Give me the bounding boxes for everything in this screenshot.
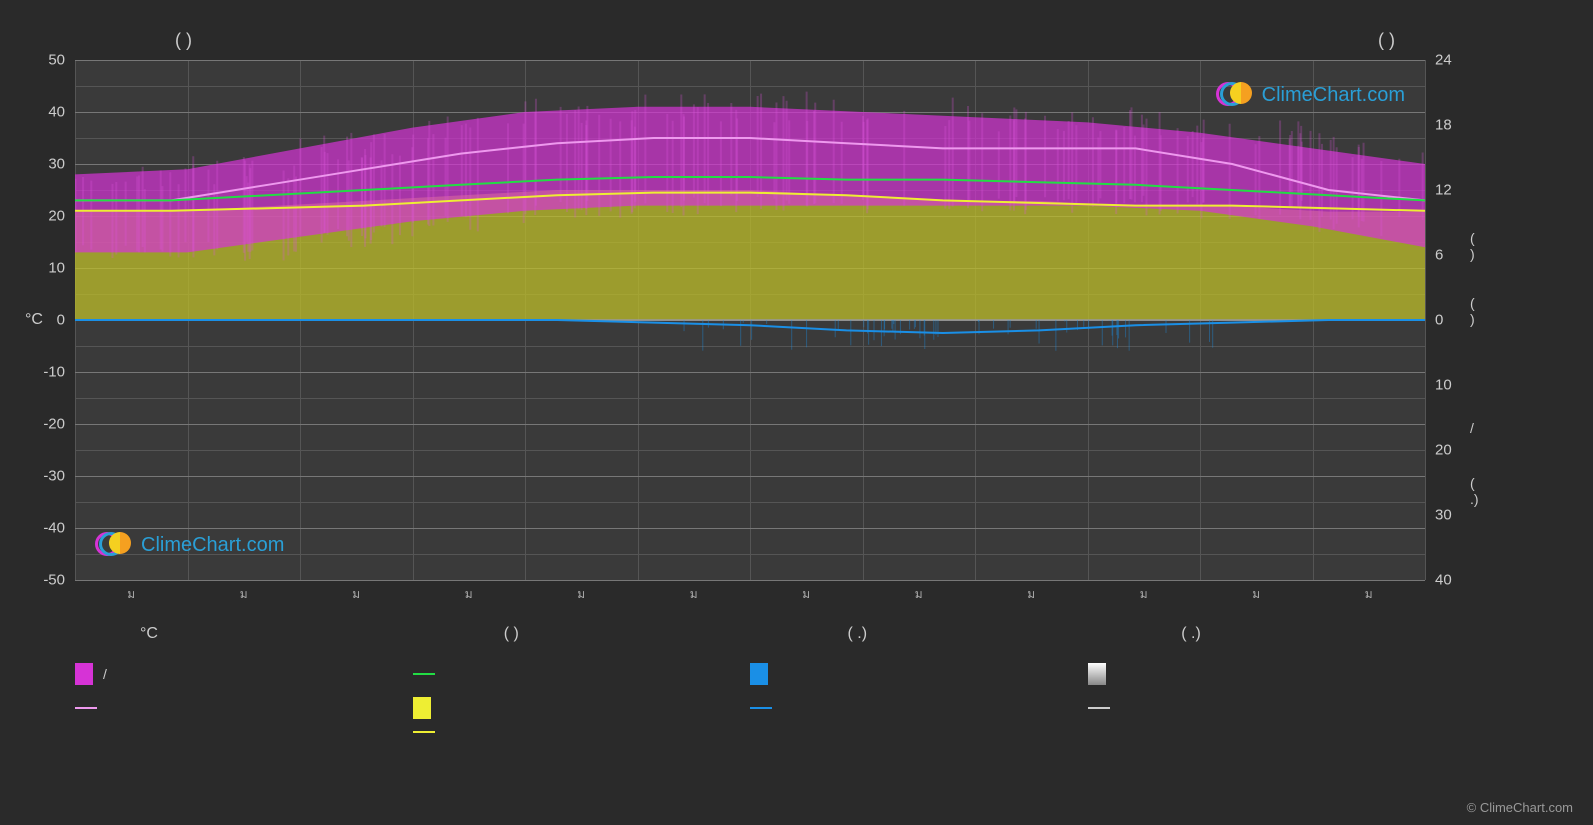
x-tick: ม xyxy=(690,585,698,604)
legend-item xyxy=(75,731,413,733)
swatch-icon xyxy=(413,731,435,733)
swatch-icon xyxy=(750,663,768,685)
legend-header-3: ( .) xyxy=(748,625,1092,643)
watermark-text: ClimeChart.com xyxy=(1262,84,1405,107)
legend-header-1: °C xyxy=(75,625,384,643)
legend-item xyxy=(75,697,413,719)
legend-item xyxy=(1088,697,1426,719)
y-tick-right: 40 xyxy=(1435,572,1452,589)
x-tick: ม xyxy=(465,585,473,604)
watermark-top: ClimeChart.com xyxy=(1216,80,1405,110)
legend-row xyxy=(75,697,1425,719)
right-extra-4: ( .) xyxy=(1470,475,1479,507)
y-tick-left: 40 xyxy=(48,104,65,121)
y-tick-left: 20 xyxy=(48,208,65,225)
legend-item: / xyxy=(75,663,413,685)
legend-header-4: ( .) xyxy=(1091,625,1425,643)
data-overlay xyxy=(75,60,1425,580)
legend-header-2: ( ) xyxy=(384,625,748,643)
legend-row xyxy=(75,731,1425,733)
swatch-icon xyxy=(413,673,435,675)
legend: °C ( ) ( .) ( .) / xyxy=(75,625,1425,745)
y-tick-left: 50 xyxy=(48,52,65,69)
y-tick-right: 20 xyxy=(1435,442,1452,459)
grid-v xyxy=(1425,60,1426,580)
swatch-icon xyxy=(1088,707,1110,709)
y-tick-right: 18 xyxy=(1435,117,1452,134)
y-axis-left-label: °C xyxy=(25,311,43,329)
legend-item xyxy=(750,731,1088,733)
y-tick-right: 10 xyxy=(1435,377,1452,394)
x-tick: ม xyxy=(1027,585,1035,604)
x-tick: ม xyxy=(127,585,135,604)
legend-item xyxy=(750,663,1088,685)
x-tick: ม xyxy=(352,585,360,604)
y-tick-right: 30 xyxy=(1435,507,1452,524)
swatch-icon xyxy=(1088,663,1106,685)
swatch-icon xyxy=(750,707,772,709)
legend-row: / xyxy=(75,663,1425,685)
y-tick-right: 0 xyxy=(1435,312,1443,329)
swatch-icon xyxy=(75,707,97,709)
y-tick-left: 10 xyxy=(48,260,65,277)
x-tick: ม xyxy=(1365,585,1373,604)
right-extra-3: / xyxy=(1470,420,1474,436)
y-tick-left: -40 xyxy=(43,520,65,537)
watermark-text: ClimeChart.com xyxy=(141,534,284,557)
legend-item xyxy=(1088,731,1426,733)
y-tick-left: -30 xyxy=(43,468,65,485)
title-left: ( ) xyxy=(175,30,192,51)
logo-icon xyxy=(95,530,135,560)
series-path xyxy=(75,320,1425,333)
y-tick-left: -10 xyxy=(43,364,65,381)
plot-area: ClimeChart.com ClimeChart.com xyxy=(75,60,1425,580)
legend-item xyxy=(750,697,1088,719)
legend-item xyxy=(1088,663,1426,685)
swatch-icon xyxy=(75,663,93,685)
y-tick-left: -50 xyxy=(43,572,65,589)
legend-item xyxy=(413,663,751,685)
grid-h xyxy=(75,580,1425,581)
x-tick: ม xyxy=(577,585,585,604)
legend-item xyxy=(413,731,751,733)
watermark-bottom: ClimeChart.com xyxy=(95,530,284,560)
x-tick: ม xyxy=(915,585,923,604)
x-tick: ม xyxy=(1252,585,1260,604)
logo-icon xyxy=(1216,80,1256,110)
y-tick-left: 30 xyxy=(48,156,65,173)
title-right: ( ) xyxy=(1378,30,1395,51)
y-tick-left: 0 xyxy=(57,312,65,329)
right-extra-1: ( ) xyxy=(1470,230,1475,262)
x-tick: ม xyxy=(1140,585,1148,604)
right-extra-2: ( ) xyxy=(1470,295,1475,327)
legend-label: / xyxy=(103,666,107,682)
y-tick-left: -20 xyxy=(43,416,65,433)
x-tick: ม xyxy=(802,585,810,604)
swatch-icon xyxy=(413,697,431,719)
chart-container: ( ) ( ) °C ClimeChart.com ClimeChart.com xyxy=(75,60,1425,580)
copyright: © ClimeChart.com xyxy=(1467,800,1573,815)
y-tick-right: 6 xyxy=(1435,247,1443,264)
y-tick-right: 24 xyxy=(1435,52,1452,69)
y-tick-right: 12 xyxy=(1435,182,1452,199)
legend-item xyxy=(413,697,751,719)
x-tick: ม xyxy=(240,585,248,604)
legend-headers: °C ( ) ( .) ( .) xyxy=(75,625,1425,643)
